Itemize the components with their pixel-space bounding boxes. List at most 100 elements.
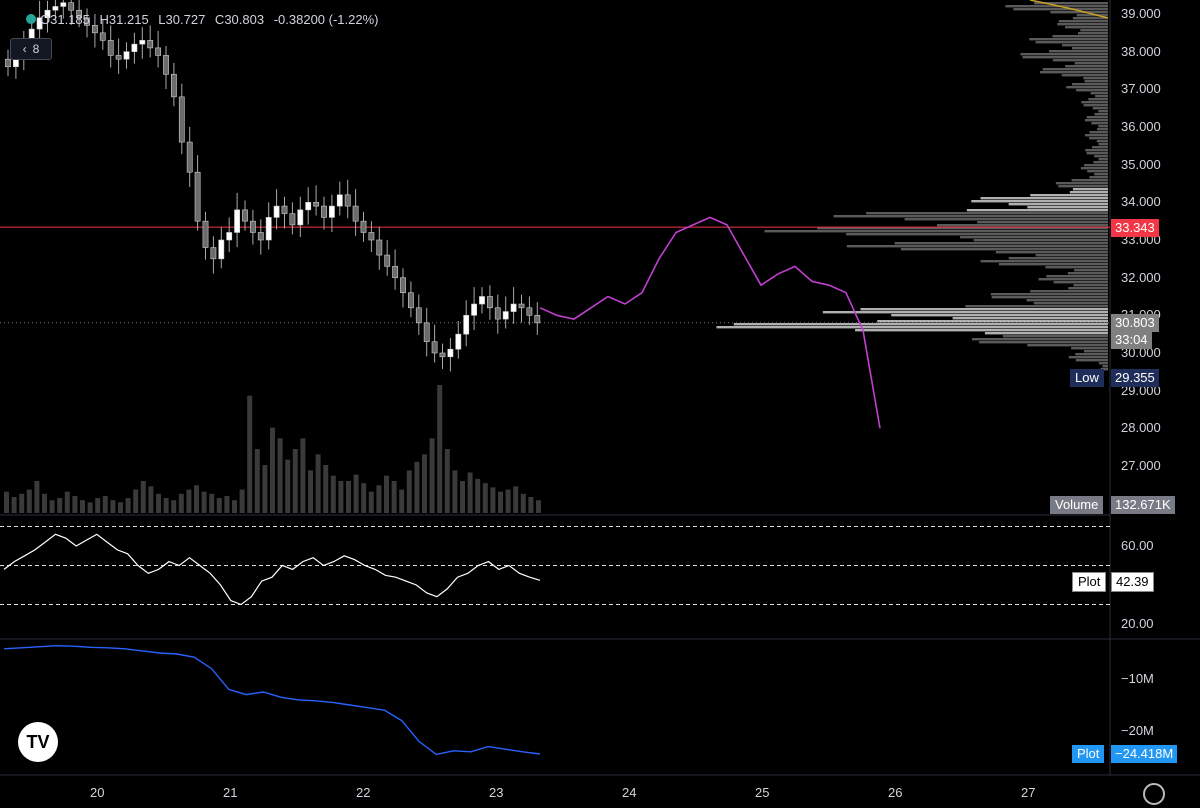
volume-profile-bar	[1096, 140, 1108, 143]
obv-value-tag: −24.418M	[1111, 745, 1178, 763]
rsi-value-tag: 42.39	[1111, 572, 1154, 592]
price-candle	[344, 194, 351, 207]
price-axis-label: 27.000	[1121, 458, 1161, 473]
volume-profile-bar	[1029, 38, 1108, 41]
volume-profile-bar	[833, 215, 1108, 218]
volume-profile-bar	[1076, 14, 1108, 17]
indicators-toggle-button[interactable]: ‹ 8	[10, 38, 52, 60]
price-candle	[210, 247, 217, 260]
ohlc-high: 31.215	[108, 12, 149, 27]
price-candle	[328, 205, 335, 218]
price-candle	[163, 55, 169, 75]
settings-icon[interactable]	[1143, 783, 1165, 805]
volume-profile-bar	[973, 239, 1108, 242]
volume-profile-bar	[1083, 104, 1108, 107]
volume-bar	[178, 493, 184, 513]
volume-bar	[475, 478, 481, 513]
volume-profile-bar	[1046, 275, 1108, 278]
rsi-axis-label: 60.00	[1121, 538, 1154, 553]
volume-profile	[716, 0, 1109, 371]
volume-profile-bar	[1084, 80, 1108, 83]
volume-profile-bar	[846, 245, 1108, 248]
volume-profile-bar	[1089, 131, 1108, 134]
pane-separators	[0, 0, 1200, 776]
volume-profile-bar	[1042, 68, 1108, 71]
volume-profile-bar	[1002, 335, 1108, 338]
price-candle	[305, 202, 312, 211]
volume-profile-bar	[960, 236, 1108, 239]
volume-bar	[368, 491, 374, 513]
volume-profile-bar	[1091, 122, 1108, 125]
time-axis-label: 27	[1021, 785, 1036, 800]
price-candle	[360, 220, 367, 233]
volume-bar	[513, 486, 519, 513]
volume-profile-bar	[1068, 356, 1108, 359]
price-candle	[400, 277, 406, 294]
volume-profile-bar	[984, 332, 1108, 335]
price-candle	[68, 2, 75, 11]
volume-profile-bar	[733, 323, 1108, 326]
tradingview-logo-icon[interactable]: TV	[18, 722, 58, 762]
volume-profile-bar	[1020, 53, 1108, 56]
volume-profile-bar	[952, 317, 1108, 320]
volume-profile-bar	[1034, 2, 1108, 5]
volume-bar	[315, 454, 321, 513]
price-candle	[76, 9, 82, 19]
volume-profile-bar	[1052, 59, 1108, 62]
layers-icon: ‹	[22, 42, 27, 56]
volume-bar	[376, 485, 382, 513]
volume-profile-bar	[1073, 284, 1108, 287]
price-candle	[147, 40, 154, 49]
price-candle	[336, 194, 343, 207]
price-candle	[471, 303, 477, 316]
volume-profile-bar	[998, 263, 1108, 266]
volume-bar	[42, 493, 47, 513]
price-candle	[99, 32, 106, 41]
time-axis-label: 24	[622, 785, 637, 800]
volume-profile-bar	[1093, 161, 1108, 164]
ohlc-high-key: H	[99, 12, 109, 27]
volume-profile-bar	[1089, 137, 1108, 140]
price-candle	[368, 232, 375, 241]
price-candle	[44, 9, 51, 19]
volume-bar	[391, 481, 397, 513]
ohlc-close: 30.803	[224, 12, 265, 27]
price-candle	[313, 202, 319, 207]
rsi-pane	[0, 526, 1110, 606]
volume-profile-bar	[1094, 113, 1108, 116]
obv-label-tag: Plot	[1072, 745, 1105, 763]
volume-profile-bar	[1075, 359, 1108, 362]
volume-bar	[57, 498, 63, 513]
volume-profile-bar	[971, 200, 1108, 203]
rsi-axis-label: 20.00	[1121, 616, 1154, 631]
volume-profile-bar	[1030, 194, 1108, 197]
price-candle	[36, 17, 43, 30]
price-candle	[447, 348, 454, 358]
volume-profile-bar	[1052, 35, 1108, 38]
volume-bar	[262, 465, 268, 513]
volume-profile-bar	[1062, 44, 1108, 47]
volume-profile-bar	[1061, 74, 1108, 77]
volume-profile-bar	[1013, 8, 1108, 11]
volume-bar	[277, 438, 283, 513]
volume-bar	[118, 502, 123, 513]
price-candle	[455, 333, 462, 350]
volume-bar	[72, 495, 78, 513]
volume-bar	[338, 481, 344, 513]
volume-profile-bar	[1074, 269, 1108, 272]
volume-profile-bar	[1022, 56, 1108, 59]
volume-bar	[110, 500, 116, 513]
price-candle	[155, 47, 161, 56]
volume-bar	[482, 483, 488, 513]
volume-profile-bar	[1071, 347, 1108, 350]
price-candle	[273, 205, 280, 218]
volume-profile-bar	[1086, 116, 1108, 119]
price-candle	[52, 6, 59, 11]
obv-axis-label: −20M	[1121, 723, 1154, 738]
low-label-tag: Low	[1070, 369, 1104, 387]
volume-profile-bar	[1087, 170, 1108, 173]
price-candle	[178, 96, 185, 143]
price-candle	[423, 322, 430, 343]
volume-value-tag: 132.671K	[1111, 496, 1175, 514]
